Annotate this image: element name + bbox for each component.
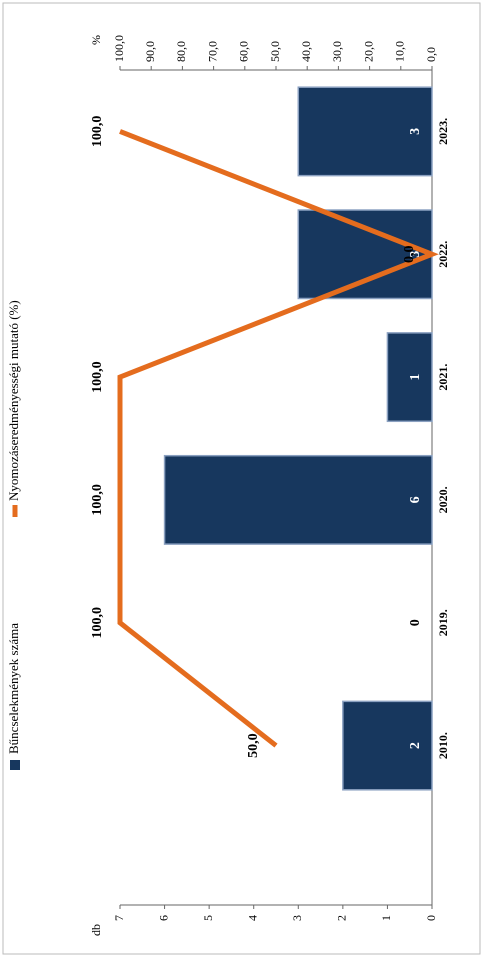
bar-value-label: 6: [408, 496, 423, 503]
y2-tick-label: 30,0: [330, 41, 344, 62]
y2-tick-label: 20,0: [361, 41, 375, 62]
line-value-label: 50,0: [246, 733, 261, 758]
bar-value-label: 3: [408, 251, 423, 258]
legend-swatch: [10, 760, 20, 770]
y-tick-label: 7: [112, 915, 126, 921]
y-tick-label: 5: [201, 915, 215, 921]
bar-value-label: 0: [408, 619, 423, 626]
legend-label: Nyomozáseredményességi mutató (%): [6, 300, 21, 501]
line-value-label: 100,0: [90, 484, 105, 515]
bar: [386, 332, 433, 423]
y-tick-label: 2: [335, 915, 349, 921]
bar: [297, 86, 433, 177]
y2-tick-label: 0,0: [424, 47, 438, 62]
line: [117, 129, 439, 748]
x-tick-label: 2023.: [436, 118, 450, 145]
x-tick-label: 2010.: [436, 732, 450, 759]
x-tick-label: 2022.: [436, 241, 450, 268]
line-value-label: 0,0: [402, 246, 417, 264]
y-tick-label: 1: [379, 915, 393, 921]
line-value-label: 100,0: [90, 361, 105, 393]
bar-value-label: 3: [408, 128, 423, 135]
y2-tick-label: 90,0: [143, 41, 157, 62]
bar: [342, 700, 433, 791]
x-tick-label: 2019.: [436, 609, 450, 636]
y2-tick-label: 60,0: [237, 41, 251, 62]
y2-tick-label: 10,0: [393, 41, 407, 62]
y-axis-label: db: [89, 924, 103, 936]
legend-label: Bűncselekmények száma: [6, 623, 21, 754]
line-value-label: 100,0: [90, 116, 105, 148]
line-value-label: 100,0: [90, 607, 105, 639]
y2-tick-label: 100,0: [112, 35, 126, 62]
chart-body: db%012345670,010,020,030,040,050,060,070…: [6, 35, 450, 936]
bar-value-label: 2: [408, 742, 423, 749]
y2-axis-label: %: [89, 35, 103, 45]
y2-tick-label: 70,0: [205, 41, 219, 62]
y-tick-label: 0: [424, 915, 438, 921]
y2-tick-label: 40,0: [299, 41, 313, 62]
y2-tick-label: 50,0: [268, 41, 282, 62]
y-tick-label: 6: [156, 915, 170, 921]
x-tick-label: 2020.: [436, 486, 450, 513]
bar-value-label: 1: [408, 374, 423, 381]
bar: [163, 454, 433, 545]
x-tick-label: 2021.: [436, 364, 450, 391]
y-tick-label: 4: [245, 915, 259, 921]
y-tick-label: 3: [290, 915, 304, 921]
y2-tick-label: 80,0: [174, 41, 188, 62]
